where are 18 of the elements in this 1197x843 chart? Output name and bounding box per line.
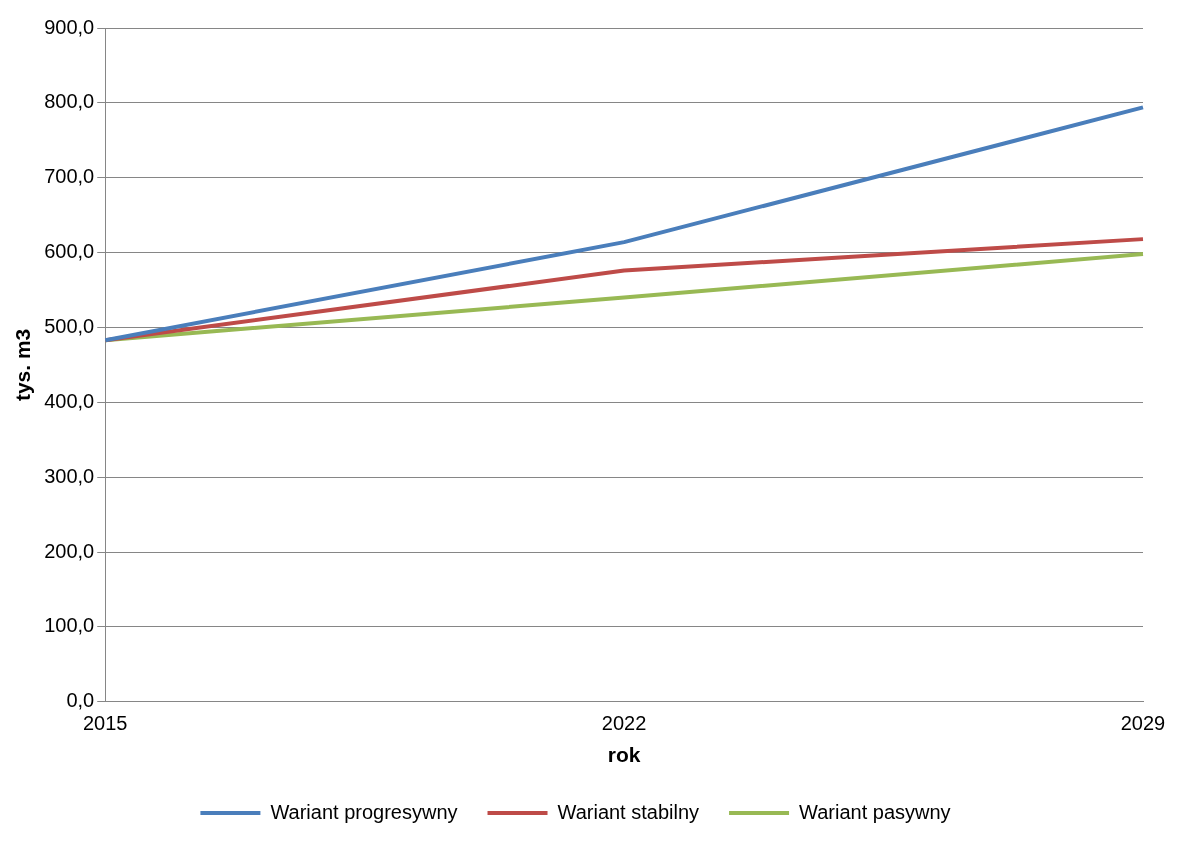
y-tick-label: 500,0 — [44, 314, 95, 337]
y-tick-label: 0,0 — [66, 689, 95, 712]
x-tick-label: 2029 — [1120, 712, 1166, 735]
x-tick-label: 2015 — [83, 712, 128, 735]
y-tick-label: 400,0 — [44, 389, 95, 412]
y-tick-label: 700,0 — [44, 165, 95, 188]
y-tick-label: 300,0 — [44, 464, 95, 487]
legend-label: Wariant pasywny — [799, 800, 951, 823]
x-axis-title: rok — [607, 743, 641, 767]
x-tick-label: 2022 — [601, 712, 647, 735]
y-tick-label: 200,0 — [44, 539, 95, 562]
y-tick-label: 900,0 — [44, 15, 95, 38]
y-tick-label: 800,0 — [44, 90, 95, 113]
y-axis-title: tys. m3 — [11, 328, 35, 402]
y-tick-label: 600,0 — [44, 240, 95, 263]
legend-label: Wariant stabilny — [557, 800, 700, 823]
y-tick-label: 100,0 — [44, 614, 95, 637]
legend-label: Wariant progresywny — [270, 800, 458, 823]
